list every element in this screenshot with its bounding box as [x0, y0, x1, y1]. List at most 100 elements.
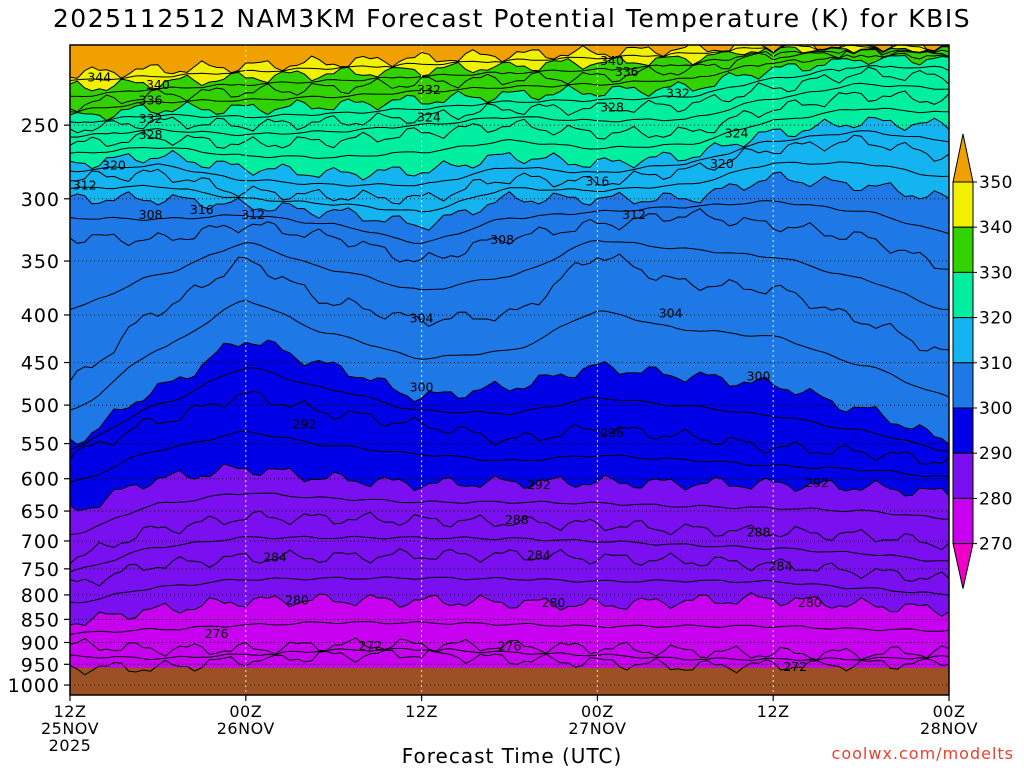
contour-label-288: 288 — [505, 512, 529, 527]
colorbar-label-280: 280 — [979, 489, 1013, 509]
colorbar-top-arrow — [952, 133, 974, 183]
x-tick-label-0-2: 25NOV — [41, 719, 99, 738]
x-tick-label-24-1: 12Z — [405, 702, 438, 721]
colorbar-label-320: 320 — [979, 309, 1013, 329]
y-tick-label-900: 900 — [21, 632, 60, 654]
contour-label-312: 312 — [241, 207, 265, 222]
x-tick-label-36-1: 00Z — [581, 702, 614, 721]
chart-title: 2025112512 NAM3KM Forecast Potential Tem… — [52, 4, 972, 33]
y-tick-label-300: 300 — [21, 189, 60, 211]
isotherm-272 — [70, 649, 949, 676]
fill-band-324 — [70, 67, 949, 149]
x-tick-label-12-2: 26NOV — [217, 719, 275, 738]
contour-label-320: 320 — [102, 158, 126, 173]
isotherm-280 — [70, 592, 949, 627]
contour-label-336: 336 — [139, 93, 163, 108]
fill-band-328 — [70, 55, 949, 133]
colorbar-swatch-300 — [952, 362, 974, 409]
isotherm-298 — [70, 367, 949, 452]
x-tick-label-48-1: 12Z — [757, 702, 790, 721]
colorbar-label-340: 340 — [979, 218, 1013, 238]
contour-label-288: 288 — [747, 525, 771, 540]
isotherm-296 — [70, 390, 949, 465]
isotherm-318 — [70, 130, 949, 187]
contour-label-308: 308 — [139, 207, 163, 222]
fill-band-332 — [70, 49, 949, 121]
y-tick-label-750: 750 — [21, 559, 60, 581]
contour-label-312: 312 — [622, 207, 646, 222]
contour-label-276: 276 — [205, 626, 229, 641]
contour-label-332: 332 — [139, 111, 163, 126]
y-axis: 2503003504004505005506006507007508008509… — [8, 115, 70, 697]
y-tick-label-950: 950 — [21, 654, 60, 676]
isotherm-330 — [70, 65, 949, 124]
fill-band-320 — [70, 91, 949, 180]
contour-label-312: 312 — [73, 178, 97, 193]
isotherm-294 — [70, 430, 949, 483]
colorbar: 350 340 330 320 310 300 290 280 270 — [952, 133, 1013, 589]
isotherm-320 — [70, 116, 949, 181]
isotherm-284 — [70, 548, 949, 587]
contour-label-328: 328 — [139, 127, 163, 142]
contour-label-320: 320 — [710, 156, 734, 171]
colorbar-label-310: 310 — [979, 354, 1013, 374]
x-tick-label-12-1: 00Z — [229, 702, 262, 721]
colorbar-label-290: 290 — [979, 444, 1013, 464]
colorbar-swatch-330 — [952, 226, 974, 273]
colorbar-swatch-320 — [952, 271, 974, 319]
isotherm-292 — [70, 463, 949, 512]
y-tick-label-800: 800 — [21, 585, 60, 607]
x-tick-label-0-1: 12Z — [54, 702, 87, 721]
isotherm-342 — [70, 45, 949, 81]
contour-label-340: 340 — [146, 77, 170, 92]
colorbar-label-300: 300 — [979, 399, 1013, 419]
contour-label-280: 280 — [285, 592, 309, 607]
isotherm-332 — [70, 54, 949, 122]
plot-frame — [69, 44, 950, 696]
x-tick-label-60-2: 28NOV — [920, 719, 978, 738]
y-tick-label-700: 700 — [21, 531, 60, 553]
contour-label-284: 284 — [769, 559, 793, 574]
y-tick-label-500: 500 — [21, 395, 60, 417]
fill-band-288 — [70, 463, 949, 564]
isotherm-276 — [70, 637, 949, 661]
fill-band-304 — [70, 208, 949, 382]
contour-label-308: 308 — [490, 232, 514, 247]
ground-layer — [70, 667, 949, 695]
isotherm-312 — [70, 171, 949, 231]
isotherm-344 — [70, 45, 949, 79]
fill-band-316 — [70, 117, 949, 204]
colorbar-bottom-arrow — [952, 543, 974, 589]
contour-label-284: 284 — [263, 549, 287, 564]
ground-terrain — [70, 667, 949, 695]
fill-band-top — [70, 45, 949, 79]
y-tick-label-650: 650 — [21, 501, 60, 523]
contour-label-336: 336 — [615, 64, 639, 79]
y-tick-label-350: 350 — [21, 251, 60, 273]
x-tick-label-0-3: 2025 — [49, 736, 92, 755]
isotherm-316 — [70, 134, 949, 205]
isotherm-306 — [70, 239, 949, 311]
y-tick-label-550: 550 — [21, 434, 60, 456]
isotherm-324 — [70, 90, 949, 149]
isotherm-contours — [70, 45, 949, 676]
contour-label-328: 328 — [600, 99, 624, 114]
fill-band-312 — [70, 135, 949, 231]
x-tick-label-36-2: 27NOV — [568, 719, 626, 738]
contour-label-332: 332 — [666, 86, 690, 101]
contour-label-304: 304 — [659, 305, 683, 320]
colorbar-label-270: 270 — [979, 535, 1013, 555]
fill-band-284 — [70, 511, 949, 586]
contour-label-316: 316 — [585, 173, 609, 188]
contour-label-300: 300 — [747, 368, 771, 383]
contour-label-344: 344 — [87, 70, 111, 85]
contour-label-332: 332 — [417, 82, 441, 97]
contour-label-272: 272 — [783, 659, 807, 674]
watermark: coolwx.com/modelts — [831, 744, 1014, 763]
isotherm-310 — [70, 200, 949, 244]
colorbar-label-350: 350 — [979, 173, 1013, 193]
y-tick-label-250: 250 — [21, 115, 60, 137]
